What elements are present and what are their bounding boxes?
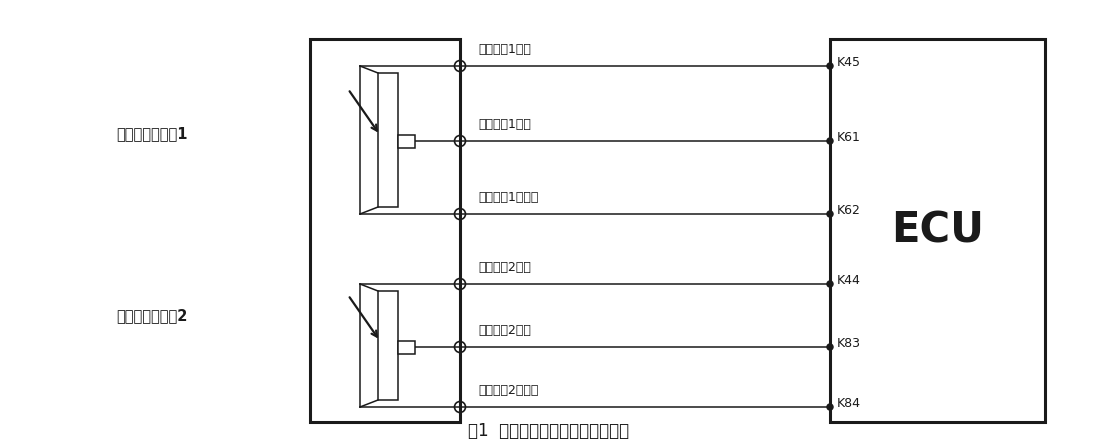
Circle shape: [827, 404, 833, 410]
Bar: [310, 39, 460, 422]
Circle shape: [827, 138, 833, 144]
Text: K44: K44: [837, 274, 861, 286]
Text: K62: K62: [837, 203, 861, 217]
Text: 图1  加速踏板位置传感器工作原理: 图1 加速踏板位置传感器工作原理: [469, 422, 629, 440]
Text: 油门踏板2信号: 油门踏板2信号: [478, 324, 530, 337]
Text: 油门踏板2供电: 油门踏板2供电: [478, 261, 530, 274]
Text: 油门踏板1信号: 油门踏板1信号: [478, 118, 530, 131]
Text: K84: K84: [837, 396, 861, 409]
Text: 油门踏板1信号地: 油门踏板1信号地: [478, 191, 538, 204]
Bar: [830, 39, 1045, 422]
Text: 油门踏板传感器2: 油门踏板传感器2: [116, 309, 188, 324]
Circle shape: [827, 63, 833, 69]
Circle shape: [827, 281, 833, 287]
Text: K61: K61: [837, 131, 861, 143]
Bar: [378, 73, 397, 207]
Bar: [397, 341, 415, 353]
Circle shape: [827, 211, 833, 217]
Bar: [378, 291, 397, 400]
Bar: [397, 135, 415, 147]
Text: K83: K83: [837, 337, 861, 349]
Text: 油门踏板1供电: 油门踏板1供电: [478, 43, 530, 56]
Text: 油门踏板传感器1: 油门踏板传感器1: [116, 127, 188, 142]
Text: 油门踏板2信号地: 油门踏板2信号地: [478, 384, 538, 397]
Circle shape: [827, 344, 833, 350]
Text: K45: K45: [837, 56, 861, 68]
Text: ECU: ECU: [890, 210, 984, 251]
